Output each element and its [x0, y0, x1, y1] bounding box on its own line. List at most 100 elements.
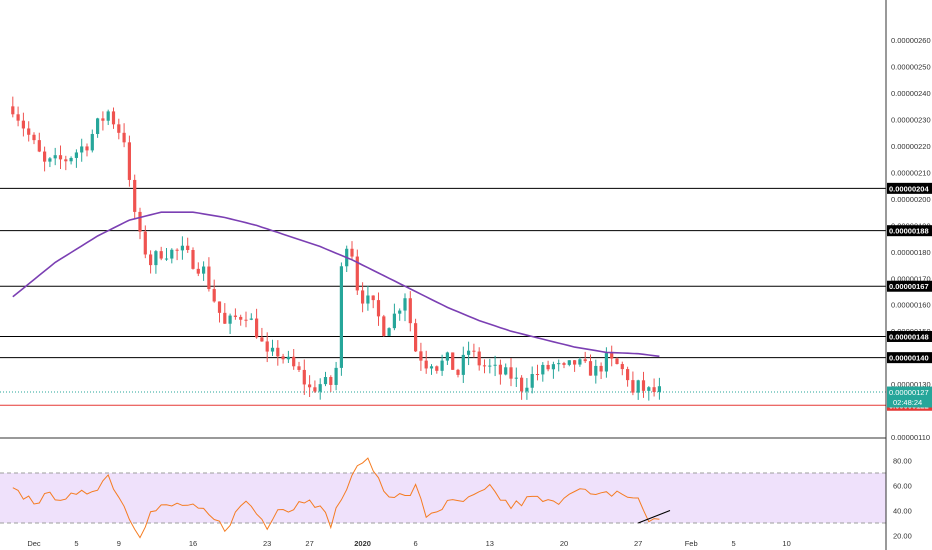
- candle-body: [408, 298, 412, 324]
- candle-body: [74, 152, 78, 158]
- candle-body: [334, 367, 338, 385]
- level-label-text: 0.00000148: [889, 332, 929, 341]
- candlestick-series: [11, 96, 661, 401]
- level-label-text: 0.00000167: [889, 282, 929, 291]
- candle-body: [265, 341, 269, 352]
- candle-body: [58, 155, 63, 160]
- candle-body: [371, 295, 375, 301]
- candle-body: [403, 298, 407, 311]
- candle-body: [551, 364, 555, 370]
- candle-body: [541, 364, 545, 375]
- candle-body: [610, 353, 614, 359]
- candle-body: [361, 290, 365, 304]
- time-tick-label: 5: [74, 539, 78, 548]
- candle-body: [43, 151, 47, 162]
- candle-body: [562, 363, 566, 365]
- candle-body: [186, 245, 190, 250]
- time-tick-label: 27: [305, 539, 313, 548]
- candle-body: [101, 118, 105, 121]
- candle-body: [414, 323, 418, 352]
- candle-body: [424, 360, 428, 369]
- time-tick-label: 2020: [354, 539, 371, 548]
- candle-body: [138, 211, 142, 232]
- price-tick-label: 0.00000260: [891, 36, 931, 45]
- price-tick-label: 0.00000220: [891, 142, 931, 151]
- candle-body: [90, 133, 94, 151]
- price-tick-label: 0.00000160: [891, 301, 931, 310]
- candle-body: [154, 251, 158, 266]
- time-tick-label: 9: [117, 539, 121, 548]
- level-label-box: [887, 182, 932, 194]
- candle-body: [212, 289, 216, 302]
- candle-body: [323, 377, 328, 385]
- candle-body: [657, 386, 661, 393]
- candle-body: [302, 369, 306, 385]
- rsi-tick-label: 40.00: [893, 507, 912, 516]
- level-label-text: 0.00000140: [889, 354, 929, 363]
- candle-body: [228, 315, 232, 324]
- candle-body: [641, 380, 646, 391]
- candle-body: [429, 366, 434, 369]
- time-tick-label: Dec: [27, 539, 41, 548]
- candle-body: [64, 159, 68, 162]
- candle-body: [467, 350, 471, 355]
- candle-body: [535, 374, 540, 376]
- candle-body: [175, 249, 179, 251]
- last-price-label: 0.00000127: [889, 388, 929, 397]
- price-labels: 0.00000204 0.00000188 0.00000167 0.00000148…: [887, 182, 932, 411]
- candle-body: [255, 318, 259, 338]
- time-tick-label: 23: [263, 539, 271, 548]
- candle-body: [196, 268, 200, 274]
- rsi-trendline: [637, 509, 671, 524]
- candle-body: [419, 351, 423, 361]
- candle-body: [461, 354, 465, 375]
- candle-body: [472, 350, 476, 352]
- candle-body: [270, 347, 275, 352]
- candle-body: [626, 369, 630, 381]
- time-tick-label: 5: [732, 539, 736, 548]
- level-label-text: 0.00000204: [889, 184, 929, 193]
- candle-body: [435, 366, 439, 371]
- candle-body: [318, 384, 322, 392]
- candle-body: [615, 358, 619, 365]
- candle-body: [636, 380, 640, 393]
- rsi-tick-label: 80.00: [893, 457, 912, 466]
- price-tick-label: 0.00000250: [891, 63, 931, 72]
- candle-body: [260, 337, 264, 342]
- candle-body: [122, 132, 126, 143]
- level-label-box: [887, 280, 932, 292]
- candle-body: [509, 367, 513, 379]
- candle-body: [398, 310, 402, 314]
- candle-body: [530, 374, 534, 388]
- moving-average-layer: [12, 211, 660, 358]
- candle-body: [27, 128, 31, 135]
- candle-body: [170, 249, 174, 259]
- candle-body: [546, 364, 550, 370]
- candle-body: [583, 359, 587, 362]
- candle-body: [53, 155, 57, 159]
- candle-body: [127, 142, 131, 180]
- candle-body: [244, 319, 248, 321]
- time-tick-label: 6: [414, 539, 418, 548]
- time-tick-label: Feb: [685, 539, 698, 548]
- candle-body: [520, 377, 524, 392]
- candle-body: [111, 111, 116, 125]
- candle-body: [292, 356, 296, 367]
- rsi-band: [0, 473, 886, 523]
- candle-body: [164, 258, 169, 260]
- candle-body: [96, 118, 100, 134]
- candle-body: [339, 266, 343, 368]
- level-label-text: 0.00000188: [889, 227, 929, 236]
- candle-body: [217, 301, 222, 313]
- level-label-box: [887, 330, 932, 342]
- candle-body: [504, 367, 508, 375]
- candle-body: [37, 140, 41, 152]
- candle-body: [48, 158, 52, 162]
- candle-body: [477, 351, 481, 366]
- candle-body: [21, 120, 25, 129]
- candle-body: [329, 377, 333, 385]
- horizontal-levels: [0, 187, 886, 406]
- candle-body: [594, 365, 598, 376]
- time-tick-label: 16: [189, 539, 197, 548]
